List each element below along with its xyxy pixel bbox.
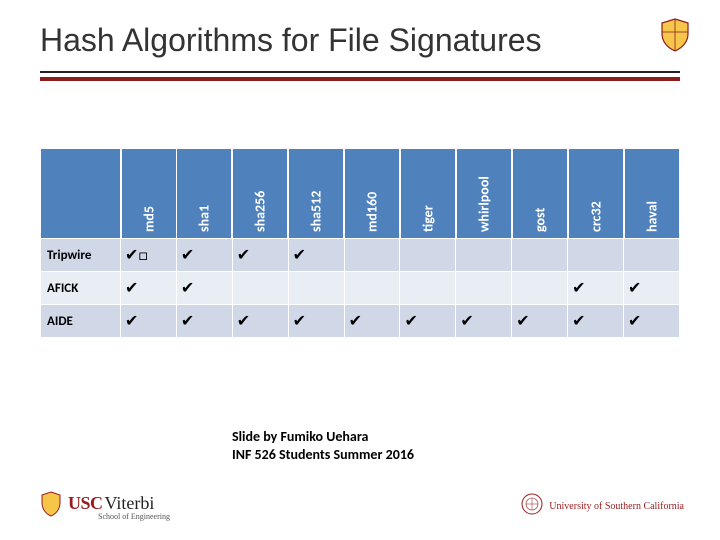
table-header-row: md5 sha1 sha256 sha512 md160 tiger whirl… (41, 149, 680, 239)
divider-red (40, 77, 680, 81)
cell: ✔□ (121, 239, 177, 272)
col-sha1: sha1 (176, 149, 232, 239)
viterbi-text: Viterbi (105, 493, 155, 514)
usc-viterbi-text: USC Viterbi School of Engineering (68, 493, 170, 521)
row-label: AIDE (41, 305, 121, 338)
page-title: Hash Algorithms for File Signatures (40, 22, 680, 59)
viterbi-shield-icon (40, 491, 62, 522)
cell: ✔ (568, 272, 624, 305)
footer-right: University of Southern California (521, 493, 684, 520)
col-sha512: sha512 (288, 149, 344, 239)
col-sha256: sha256 (232, 149, 288, 239)
divider-black (40, 71, 680, 73)
cell: ✔ (400, 305, 456, 338)
cell: ✔ (456, 305, 512, 338)
algorithm-table: md5 sha1 sha256 sha512 md160 tiger whirl… (40, 148, 680, 338)
cell: ✔ (232, 305, 288, 338)
credit-line-2: INF 526 Students Summer 2016 (232, 446, 414, 464)
cell (400, 272, 456, 305)
usc-text: USC (68, 493, 103, 514)
cell (344, 272, 400, 305)
credit-block: Slide by Fumiko Uehara INF 526 Students … (232, 428, 414, 464)
table-row: Tripwire ✔□ ✔ ✔ ✔ (41, 239, 680, 272)
cell (512, 272, 568, 305)
cell: ✔ (568, 305, 624, 338)
cell: ✔ (288, 305, 344, 338)
cell: ✔ (232, 239, 288, 272)
credit-line-1: Slide by Fumiko Uehara (232, 428, 414, 446)
row-label: AFICK (41, 272, 121, 305)
school-of-engineering: School of Engineering (98, 512, 170, 521)
cell (288, 272, 344, 305)
table-row: AFICK ✔ ✔ ✔ ✔ (41, 272, 680, 305)
university-name: University of Southern California (549, 501, 684, 512)
col-md160: md160 (344, 149, 400, 239)
header-blank (41, 149, 121, 239)
cell: ✔ (121, 305, 177, 338)
cell: ✔ (344, 305, 400, 338)
table-row: AIDE ✔ ✔ ✔ ✔ ✔ ✔ ✔ ✔ ✔ ✔ (41, 305, 680, 338)
cell (344, 239, 400, 272)
col-haval: haval (624, 149, 680, 239)
title-area: Hash Algorithms for File Signatures (40, 22, 680, 81)
col-md5: md5 (121, 149, 177, 239)
cell (456, 239, 512, 272)
row-label: Tripwire (41, 239, 121, 272)
cell: ✔ (176, 272, 232, 305)
cell (624, 239, 680, 272)
slide: Hash Algorithms for File Signatures md5 … (0, 0, 720, 540)
cell: ✔ (121, 272, 177, 305)
hash-table: md5 sha1 sha256 sha512 md160 tiger whirl… (40, 148, 680, 338)
col-gost: gost (512, 149, 568, 239)
cell: ✔ (176, 305, 232, 338)
cell: ✔ (624, 272, 680, 305)
col-tiger: tiger (400, 149, 456, 239)
footer-left: USC Viterbi School of Engineering (40, 491, 170, 522)
usc-seal-icon (521, 493, 543, 520)
col-crc32: crc32 (568, 149, 624, 239)
cell (400, 239, 456, 272)
cell (568, 239, 624, 272)
cell (512, 239, 568, 272)
cell: ✔ (512, 305, 568, 338)
cell (456, 272, 512, 305)
cell: ✔ (624, 305, 680, 338)
cell (232, 272, 288, 305)
col-whirlpool: whirlpool (456, 149, 512, 239)
cell: ✔ (288, 239, 344, 272)
cell: ✔ (176, 239, 232, 272)
